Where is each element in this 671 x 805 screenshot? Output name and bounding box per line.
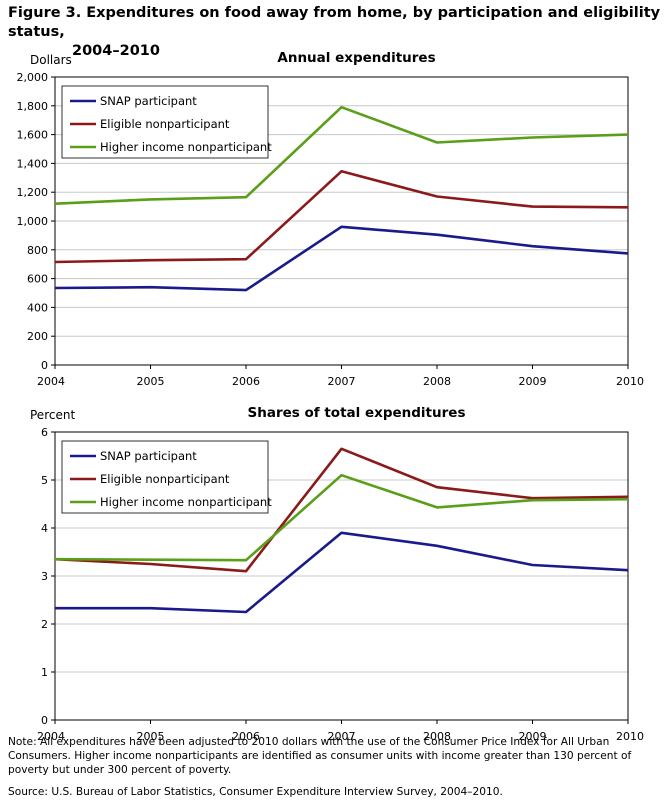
legend-box bbox=[61, 85, 269, 159]
legend-label: SNAP participant bbox=[100, 94, 197, 108]
y-tick-label: 600 bbox=[27, 273, 48, 286]
y-tick-label: 2 bbox=[41, 618, 48, 631]
series-line bbox=[55, 531, 629, 614]
y-tick-label: 4 bbox=[41, 522, 48, 535]
figure-title: Figure 3. Expenditures on food away from… bbox=[8, 4, 663, 61]
x-tick-label: 2008 bbox=[423, 730, 451, 743]
y-tick-label: 0 bbox=[41, 714, 48, 727]
y-tick-label: 1,800 bbox=[17, 100, 49, 113]
y-tick-label: 1,600 bbox=[17, 129, 49, 142]
x-tick-label: 2010 bbox=[616, 375, 644, 388]
y-tick-label: 1,400 bbox=[17, 157, 49, 170]
y-tick-label: 200 bbox=[27, 330, 48, 343]
x-tick-label: 2005 bbox=[137, 375, 165, 388]
legend-label: Eligible nonparticipant bbox=[100, 472, 230, 486]
y-tick-label: 3 bbox=[41, 570, 48, 583]
y-tick-label: 2,000 bbox=[17, 71, 49, 84]
figure-source: Source: U.S. Bureau of Labor Statistics,… bbox=[8, 786, 503, 798]
y-tick-label: 1,200 bbox=[17, 186, 49, 199]
series-line bbox=[54, 170, 629, 264]
y-tick-label: 6 bbox=[41, 426, 48, 439]
figure-title-line2: 2004–2010 bbox=[72, 43, 160, 59]
series-line bbox=[54, 447, 629, 573]
legend-label: Higher income nonparticipant bbox=[100, 495, 272, 509]
shares-of-total-expenditures-chart: 0 1 2 3 4 5 6 2004 2005 2006 2007 2008 2009 2010 Share… bbox=[30, 405, 644, 743]
figure-note: Note: All expenditures have been adjuste… bbox=[8, 736, 632, 776]
legend-label: Higher income nonparticipant bbox=[100, 140, 272, 154]
y-tick-label: 0 bbox=[41, 359, 48, 372]
x-tick-label: 2009 bbox=[519, 730, 547, 743]
x-tick-label: 2010 bbox=[616, 730, 644, 743]
y-tick-label: 1 bbox=[41, 666, 48, 679]
y-tick-label: 400 bbox=[27, 301, 48, 314]
y-tick-label: 800 bbox=[27, 244, 48, 257]
legend-label: Eligible nonparticipant bbox=[100, 117, 230, 131]
x-tick-label: 2006 bbox=[232, 730, 260, 743]
y-axis-label: Dollars bbox=[30, 53, 72, 67]
chart-title: Annual expenditures bbox=[277, 50, 435, 66]
x-tick-label: 2007 bbox=[328, 730, 356, 743]
legend-box bbox=[61, 440, 269, 514]
series-line bbox=[54, 105, 629, 205]
chart-title: Shares of total expenditures bbox=[248, 405, 466, 421]
y-axis-label: Percent bbox=[30, 408, 75, 422]
x-tick-label: 2009 bbox=[519, 375, 547, 388]
legend-label: SNAP participant bbox=[100, 449, 197, 463]
y-tick-label: 5 bbox=[41, 474, 48, 487]
annual-expenditures-chart: 0 200 400 600 800 1,000 1,200 1,400 1,600 1,800 2,… bbox=[17, 50, 645, 388]
series-line bbox=[54, 225, 629, 292]
x-tick-label: 2006 bbox=[232, 375, 260, 388]
x-tick-label: 2008 bbox=[423, 375, 451, 388]
x-tick-label: 2004 bbox=[37, 375, 65, 388]
figure-title-line1: Figure 3. Expenditures on food away from… bbox=[8, 5, 661, 40]
x-tick-label: 2004 bbox=[37, 730, 65, 743]
y-tick-label: 1,000 bbox=[17, 215, 49, 228]
x-tick-label: 2005 bbox=[137, 730, 165, 743]
series-line bbox=[54, 473, 629, 562]
x-tick-label: 2007 bbox=[328, 375, 356, 388]
